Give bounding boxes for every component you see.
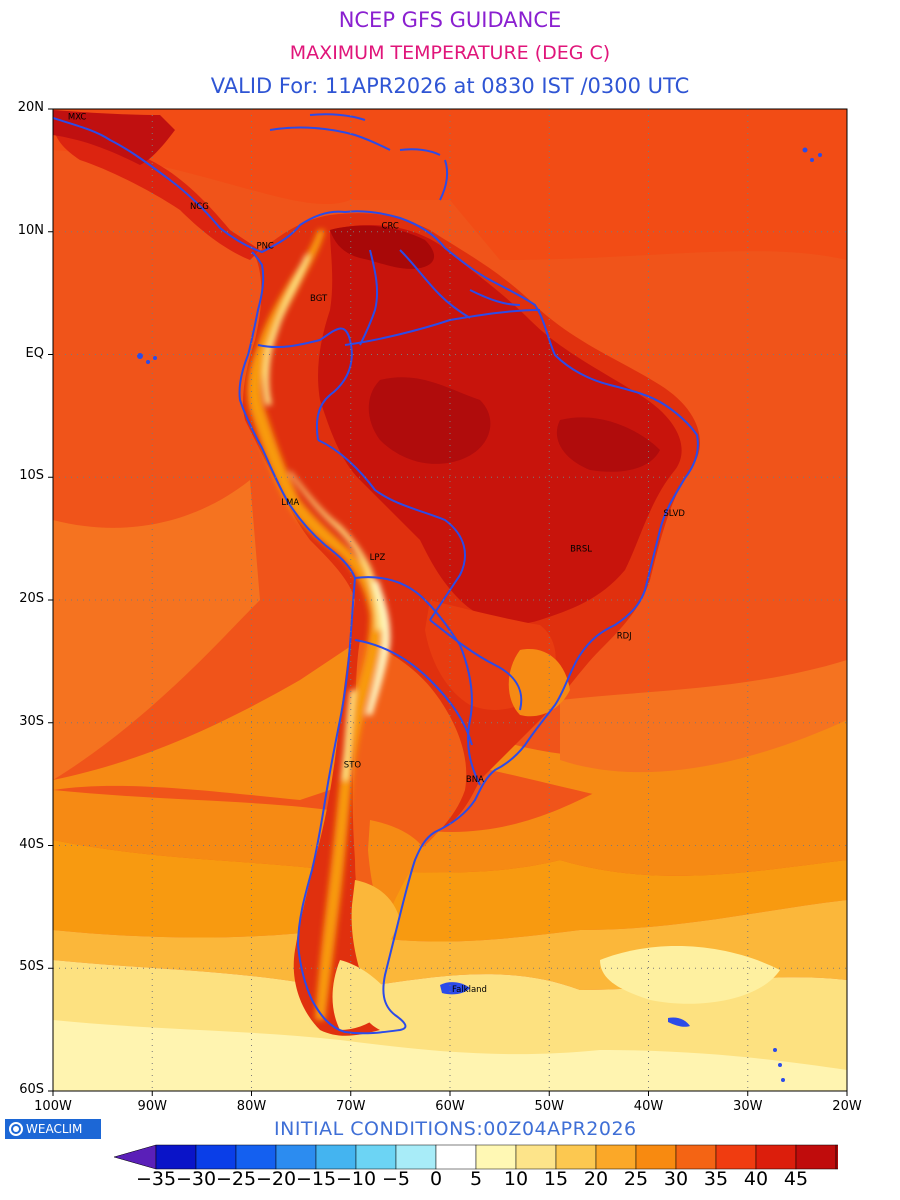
colorbar-segment: [395, 1144, 437, 1170]
city-label: PNC: [256, 241, 273, 251]
colorbar-segment: [475, 1144, 517, 1170]
colorbar-label: −25: [216, 1168, 257, 1190]
lon-label: 30W: [733, 1099, 763, 1114]
lat-label: 20S: [19, 591, 44, 606]
map-title: NCEP GFS GUIDANCE: [338, 8, 562, 32]
colorbar-label: 25: [623, 1168, 649, 1190]
logo-text: WEACLIM: [26, 1122, 83, 1136]
lon-label: 90W: [137, 1099, 167, 1114]
colorbar-label: 40: [743, 1168, 769, 1190]
valid-time: VALID For: 11APR2026 at 0830 IST /0300 U…: [210, 74, 690, 98]
city-label: RDJ: [617, 632, 632, 642]
lat-label: 30S: [19, 713, 44, 729]
lon-label: 100W: [34, 1099, 72, 1114]
initial-conditions: INITIAL CONDITIONS:00Z04APR2026: [274, 1118, 637, 1140]
caribbean-islands: [269, 113, 449, 201]
colorbar-label: −30: [176, 1168, 217, 1190]
galapagos: [137, 353, 157, 364]
colorbar-min-arrow: [114, 1144, 157, 1170]
colorbar-label: −10: [336, 1168, 377, 1190]
colorbar-segment: [435, 1144, 477, 1170]
colorbar-segment: [195, 1144, 237, 1170]
colorbar-label: −20: [256, 1168, 297, 1190]
lat-label: 60S: [19, 1082, 44, 1097]
atlantic-islands: [773, 147, 822, 1082]
grid-lines: [53, 109, 847, 1091]
land-temperature: [53, 110, 700, 1036]
city-label: SLVD: [663, 509, 685, 519]
colorbar-segment: [675, 1144, 717, 1170]
lat-label: 10N: [17, 222, 44, 238]
city-label: BNA: [466, 775, 484, 785]
colorbar-label: −35: [136, 1168, 177, 1190]
city-label: NCG: [190, 202, 209, 212]
colorbar-segment: [835, 1144, 838, 1170]
colorbar-label: 15: [543, 1168, 569, 1190]
coastlines: [53, 117, 699, 1035]
colorbar-segment: [355, 1144, 397, 1170]
lat-label: EQ: [25, 345, 44, 361]
colorbar: [114, 1144, 838, 1170]
colorbar-label: 45: [783, 1168, 809, 1190]
colorbar-segment: [155, 1144, 197, 1170]
lon-label: 40W: [633, 1099, 664, 1114]
colorbar-segment: [595, 1144, 637, 1170]
colorbar-segment: [755, 1144, 797, 1170]
city-label: CRC: [382, 222, 399, 232]
lon-label: 80W: [236, 1099, 267, 1114]
city-label: STO: [344, 760, 362, 770]
colorbar-segment: [795, 1144, 837, 1170]
lat-label: 10S: [19, 468, 44, 484]
colorbar-segment: [715, 1144, 757, 1170]
colorbar-label: 20: [583, 1168, 609, 1190]
andes-terrain: [247, 230, 391, 1020]
map-subtitle: MAXIMUM TEMPERATURE (DEG C): [289, 42, 611, 64]
colorbar-segment: [315, 1144, 357, 1170]
south-georgia: [668, 1017, 690, 1027]
colorbar-label: 0: [429, 1168, 443, 1190]
axis-ticks: [48, 108, 848, 1096]
lon-label: 50W: [534, 1099, 564, 1114]
colorbar-label: 35: [703, 1168, 729, 1190]
colorbar-label: 5: [469, 1168, 483, 1190]
lat-label: 50S: [19, 959, 44, 975]
lat-label: 40S: [19, 836, 44, 852]
city-label: BGT: [310, 294, 328, 304]
temperature-field: MXC NCG CRC PNC BGT LMA LPZ SLVD BRSL RDJ STO BNA Fa…: [53, 109, 847, 1091]
city-label: Falkland: [452, 985, 487, 995]
city-label: BRSL: [570, 544, 592, 554]
city-label: LMA: [281, 498, 299, 508]
lon-label: 70W: [336, 1099, 366, 1114]
colorbar-label: 30: [663, 1168, 689, 1190]
colorbar-segment: [275, 1144, 317, 1170]
colorbar-label: 10: [503, 1168, 529, 1190]
colorbar-segment: [235, 1144, 277, 1170]
colorbar-segment: [555, 1144, 597, 1170]
city-label: LPZ: [370, 553, 386, 563]
colorbar-label: −5: [381, 1168, 410, 1190]
colorbar-segment: [635, 1144, 677, 1170]
lon-label: 60W: [435, 1099, 465, 1114]
colorbar-segment: [515, 1144, 557, 1170]
colorbar-label: −15: [296, 1168, 337, 1190]
lat-label: 20N: [17, 100, 44, 115]
weaclim-logo-icon: [9, 1122, 23, 1136]
falkland-islands: [440, 982, 470, 995]
city-label: MXC: [68, 112, 87, 122]
weaclim-logo: WEACLIM: [5, 1119, 101, 1139]
lon-label: 20W: [832, 1099, 862, 1114]
city-labels: MXC NCG CRC PNC BGT LMA LPZ SLVD BRSL RDJ STO BNA Fa…: [68, 112, 686, 995]
